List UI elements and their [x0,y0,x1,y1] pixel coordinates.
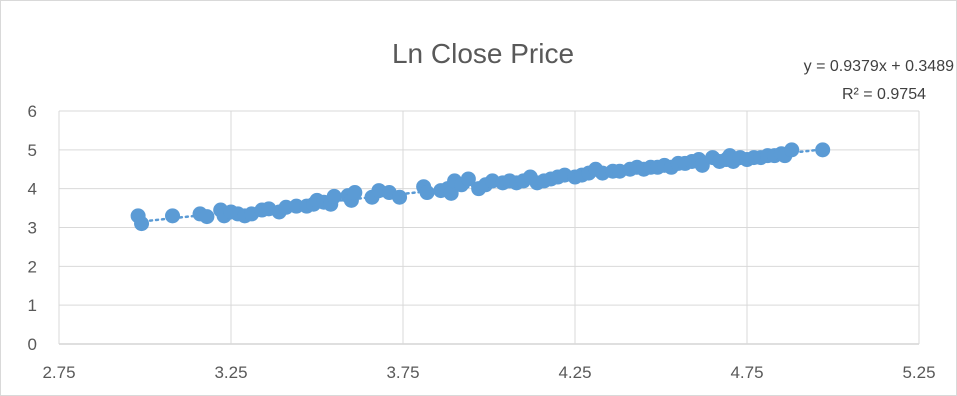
data-point [288,198,304,214]
y-tick-label: 5 [28,141,37,160]
data-point [419,185,435,201]
data-point [815,142,831,158]
axis-ticks: 0 1 2 3 4 5 6 2.75 3.25 3.75 4.25 4.75 5.25 [28,102,936,382]
data-point [784,142,800,158]
trendline-r-squared: R² = 0.9754 [842,86,926,103]
data-point [134,216,150,232]
data-point [165,208,181,224]
x-tick-label: 2.75 [42,363,75,382]
data-point [460,171,476,187]
data-point [694,157,710,173]
y-tick-label: 6 [28,102,37,121]
y-tick-label: 1 [28,296,37,315]
x-tick-label: 3.75 [386,363,419,382]
y-tick-label: 3 [28,219,37,238]
y-tick-label: 4 [28,180,37,199]
x-tick-label: 5.25 [902,363,935,382]
data-point [347,185,363,201]
data-points [130,142,831,232]
y-tick-label: 2 [28,257,37,276]
x-tick-label: 4.25 [558,363,591,382]
data-point [392,189,408,205]
trendline-equation: y = 0.9379x + 0.3489 [804,58,954,75]
data-point [326,188,342,204]
chart-title: Ln Close Price [392,38,574,69]
x-tick-label: 3.25 [214,363,247,382]
data-point [443,185,459,201]
y-tick-label: 0 [28,335,37,354]
x-tick-label: 4.75 [730,363,763,382]
data-point [199,209,215,225]
